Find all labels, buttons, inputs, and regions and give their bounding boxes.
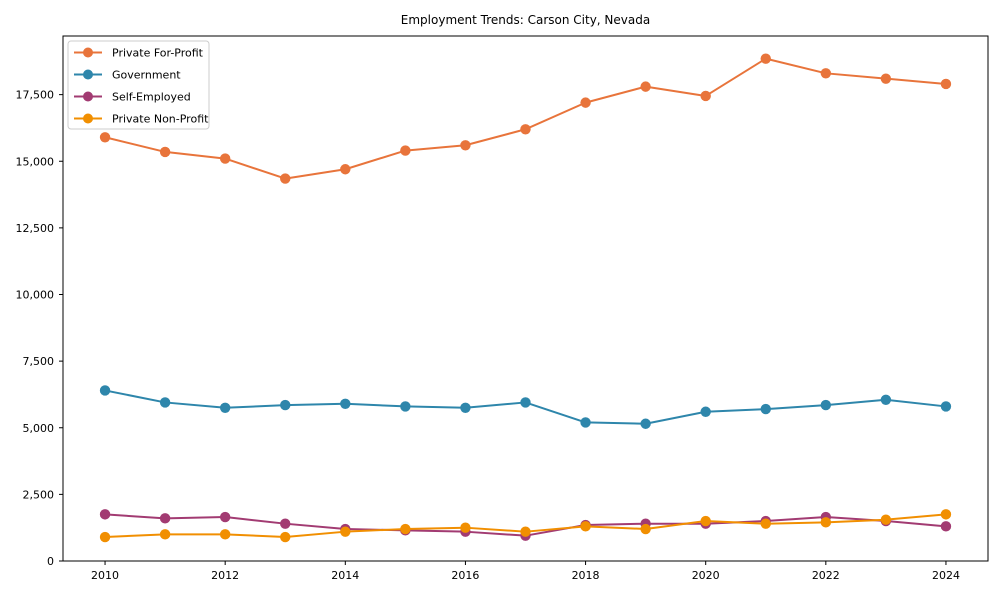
data-point [640,418,651,429]
data-point [520,124,531,135]
data-point [219,402,231,413]
data-point [760,53,771,64]
data-point [880,73,892,84]
axes-box [62,35,989,562]
data-point [400,401,411,412]
legend-label: Private Non-Profit [112,113,209,126]
data-point [340,398,351,409]
legend-label: Private For-Profit [112,47,204,60]
legend-sample-marker [83,113,93,124]
data-point [99,509,111,520]
data-point [640,523,651,535]
data-point [880,394,892,405]
data-point [99,385,111,396]
data-point [219,529,231,540]
data-point [640,81,651,92]
x-tick-label: 2024 [932,569,960,582]
data-point [580,97,591,108]
data-point [219,511,231,523]
y-tick-label: 10,000 [16,289,55,302]
data-point [520,397,531,408]
data-point [820,399,832,411]
x-tick-label: 2010 [91,569,119,582]
data-point [820,68,832,79]
y-tick-label: 0 [47,555,54,568]
data-point [700,515,711,527]
data-point [340,164,351,175]
data-point [460,402,471,413]
data-point [520,526,531,537]
y-tick-label: 12,500 [16,222,55,235]
data-point [700,90,711,102]
data-point [580,417,591,428]
x-tick-label: 2020 [692,569,720,582]
data-point [159,397,171,408]
data-point [159,513,171,524]
chart-title: Employment Trends: Carson City, Nevada [400,13,651,27]
y-tick-label: 5,000 [23,422,55,435]
data-point [880,514,892,525]
data-point [760,518,771,529]
data-point [219,153,231,164]
y-tick-label: 17,500 [16,89,55,102]
data-point [940,78,952,90]
data-point [760,403,771,415]
legend-label: Government [112,69,181,82]
y-tick-label: 2,500 [23,488,55,501]
x-tick-label: 2016 [451,569,479,582]
legend-label: Self-Employed [112,91,191,104]
y-tick-label: 7,500 [23,355,55,368]
data-point [280,531,291,543]
data-point [700,406,711,417]
data-point [159,146,171,158]
legend-box [67,40,210,130]
series-line-private-for-profit [104,57,947,180]
data-point [280,173,291,184]
data-point [99,132,111,143]
data-point [280,518,291,529]
data-point [340,526,351,537]
data-point [940,509,952,520]
data-point [460,140,471,151]
data-point [940,521,952,532]
data-point [400,145,411,156]
data-point [580,521,591,532]
data-point [940,401,952,412]
data-point [280,399,291,411]
x-tick-label: 2022 [812,569,840,582]
x-tick-label: 2012 [211,569,239,582]
legend-sample-marker [83,91,93,102]
y-tick-label: 15,000 [16,155,55,168]
data-point [159,529,171,540]
legend-sample-marker [83,47,93,58]
data-point [99,531,111,543]
x-tick-label: 2018 [572,569,600,582]
x-tick-label: 2014 [331,569,359,582]
data-point [400,523,411,535]
legend-sample-marker [83,69,93,80]
data-point [820,517,832,528]
data-point [460,522,471,533]
